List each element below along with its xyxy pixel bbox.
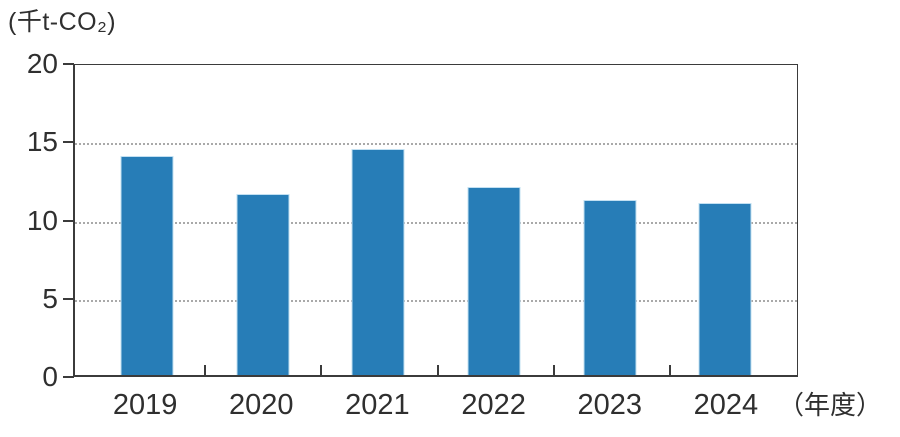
- y-axis-tickmark-20: [63, 63, 74, 65]
- y-axis-label-20: 20: [26, 48, 58, 79]
- y-axis-label-0: 0: [42, 361, 58, 392]
- gridline-y-5: [75, 299, 797, 302]
- x-axis-label-2023: 2023: [577, 389, 642, 421]
- bar-2021: [351, 148, 405, 375]
- x-axis-label-2020: 2020: [228, 389, 294, 421]
- bar-2019: [120, 156, 174, 375]
- x-axis-label-2024: 2024: [693, 389, 759, 421]
- y-axis-tickmark-15: [63, 141, 74, 144]
- x-axis-tick-2: [320, 365, 323, 375]
- bars-layer: [75, 65, 797, 375]
- x-axis-tick-4: [552, 365, 555, 375]
- bar-2024: [698, 202, 752, 375]
- bar-slot-2019: [89, 65, 205, 375]
- gridline-y-15: [75, 143, 797, 146]
- x-axis-unit-label: （年度）: [778, 390, 883, 420]
- bar-slot-2023: [552, 65, 668, 375]
- bar-2022: [467, 187, 521, 375]
- x-axis-label-2021: 2021: [345, 389, 410, 421]
- bar-2023: [583, 199, 637, 375]
- bar-slot-2020: [205, 65, 321, 375]
- y-axis-label-10: 10: [26, 204, 58, 236]
- x-axis-tick-3: [436, 365, 439, 375]
- y-axis-tickmark-0: [63, 376, 74, 378]
- y-axis-unit-label: (千t-CO₂): [8, 8, 117, 36]
- gridline-y-10: [75, 221, 797, 224]
- y-axis-tickmark-5: [63, 297, 74, 300]
- x-axis-tick-5: [668, 365, 671, 375]
- y-axis-label-5: 5: [42, 282, 58, 314]
- bar-slot-2021: [320, 65, 436, 375]
- x-axis-tick-1: [204, 365, 207, 375]
- bar-slot-2022: [436, 65, 552, 375]
- x-axis-label-2019: 2019: [112, 389, 178, 421]
- y-axis-label-15: 15: [26, 126, 58, 158]
- bar-2020: [236, 193, 289, 375]
- plot-area: [73, 64, 798, 377]
- x-axis-label-2022: 2022: [461, 389, 526, 421]
- y-axis-tickmark-10: [63, 219, 74, 222]
- bar-slot-2024: [667, 65, 783, 375]
